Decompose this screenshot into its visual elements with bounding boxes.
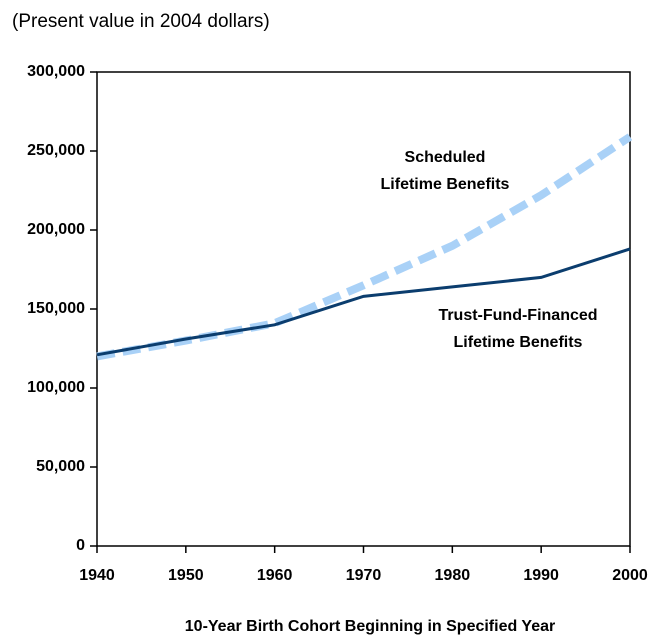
y-tick-label: 0 bbox=[76, 537, 85, 554]
y-tick-label: 100,000 bbox=[27, 379, 85, 396]
x-tick-label: 1980 bbox=[435, 567, 471, 584]
series-line bbox=[96, 133, 633, 361]
y-tick-label: 300,000 bbox=[27, 63, 85, 80]
y-tick-label: 200,000 bbox=[27, 221, 85, 238]
y-tick-label: 150,000 bbox=[27, 300, 85, 317]
y-tick-label: 250,000 bbox=[27, 142, 85, 159]
y-tick-label: 50,000 bbox=[36, 458, 85, 475]
x-tick-label: 1940 bbox=[79, 567, 115, 584]
x-axis-label: 10-Year Birth Cohort Beginning in Specif… bbox=[185, 618, 555, 635]
annotation: Lifetime Benefits bbox=[454, 334, 583, 351]
x-tick-label: 1950 bbox=[168, 567, 204, 584]
x-tick-label: 1970 bbox=[346, 567, 382, 584]
annotation: Lifetime Benefits bbox=[381, 176, 510, 193]
annotation: Trust-Fund-Financed bbox=[438, 307, 597, 324]
x-tick-label: 1990 bbox=[523, 567, 559, 584]
chart-subtitle: (Present value in 2004 dollars) bbox=[12, 11, 270, 32]
annotation: Scheduled bbox=[405, 149, 486, 166]
x-tick-label: 1960 bbox=[257, 567, 293, 584]
x-tick-label: 2000 bbox=[612, 567, 648, 584]
series-line bbox=[96, 247, 631, 357]
